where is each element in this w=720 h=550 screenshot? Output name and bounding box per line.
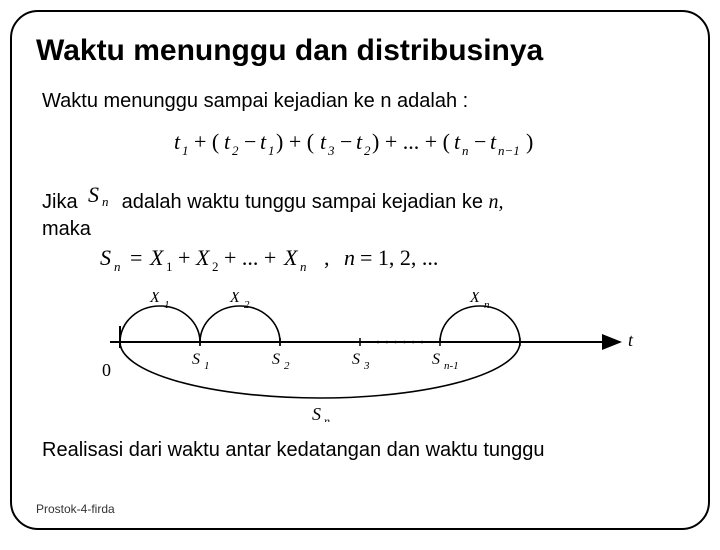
svg-text:3: 3 (327, 143, 335, 158)
jika-n: n, (489, 191, 504, 213)
svg-text:n−1: n−1 (498, 143, 520, 158)
svg-text:= 1, 2, ...: = 1, 2, ... (360, 245, 438, 270)
svg-text:n: n (344, 245, 355, 270)
maka-text: maka (42, 218, 684, 241)
svg-text:n: n (484, 299, 490, 311)
svg-text:X: X (469, 292, 481, 306)
svg-text:t: t (490, 129, 497, 154)
formula-1: t1 + ( t2 − t1 ) + ( t3 − t2 ) + ... + (… (36, 127, 684, 166)
svg-text:n: n (102, 194, 109, 208)
svg-text:t: t (224, 129, 231, 154)
svg-text:1: 1 (164, 299, 170, 311)
svg-text:) + ... + (: ) + ... + ( (372, 129, 450, 154)
formula-1-svg: t1 + ( t2 − t1 ) + ( t3 − t2 ) + ... + (… (170, 127, 550, 161)
svg-text:n: n (114, 259, 121, 274)
svg-text:n-1: n-1 (444, 360, 459, 372)
svg-text:t: t (320, 129, 327, 154)
svg-text:S: S (312, 404, 321, 422)
svg-text:S: S (432, 351, 440, 368)
svg-text:n: n (300, 259, 307, 274)
svg-text:+ ... +: + ... + (224, 245, 276, 270)
svg-text:): ) (526, 129, 533, 154)
svg-text:−: − (244, 129, 256, 154)
svg-text:3: 3 (363, 360, 370, 372)
svg-text:X: X (283, 245, 299, 270)
svg-text:X: X (149, 245, 165, 270)
svg-text:S: S (352, 351, 360, 368)
svg-text:X: X (149, 292, 161, 306)
svg-text:,: , (324, 245, 330, 270)
svg-text:X: X (195, 245, 211, 270)
svg-text:1: 1 (268, 143, 275, 158)
svg-text:−: − (340, 129, 352, 154)
diagram-caption: Realisasi dari waktu antar kedatangan da… (42, 439, 684, 462)
timeline-diagram: 0tX1X2XnS1S2S3Sn-1Sn (36, 292, 684, 427)
svg-text:n: n (462, 143, 469, 158)
svg-text:1: 1 (166, 259, 173, 274)
formula-2: Sn = X1 + X2 + ... + Xn , n = 1, 2, ... (96, 243, 684, 282)
svg-text:1: 1 (182, 143, 189, 158)
svg-text:+: + (178, 245, 190, 270)
jika-prefix: Jika (42, 191, 78, 214)
svg-text:t: t (356, 129, 363, 154)
svg-text:t: t (628, 330, 634, 350)
svg-text:2: 2 (232, 143, 239, 158)
svg-text:2: 2 (212, 259, 219, 274)
jika-line: Jika S n adalah waktu tunggu sampai keja… (42, 184, 684, 214)
svg-text:t: t (260, 129, 267, 154)
timeline-svg: 0tX1X2XnS1S2S3Sn-1Sn (80, 292, 640, 422)
svg-text:) + (: ) + ( (276, 129, 314, 154)
svg-text:−: − (474, 129, 486, 154)
svg-text:2: 2 (244, 299, 250, 311)
svg-text:S: S (192, 351, 200, 368)
svg-text:S: S (100, 245, 111, 270)
sn-symbol: S n (86, 184, 114, 214)
svg-text:X: X (229, 292, 241, 306)
formula-2-svg: Sn = X1 + X2 + ... + Xn , n = 1, 2, ... (96, 243, 516, 277)
slide-footer: Prostok-4-firda (36, 502, 115, 516)
svg-text:t: t (174, 129, 181, 154)
svg-text:t: t (454, 129, 461, 154)
slide-frame: Waktu menunggu dan distribusinya Waktu m… (10, 10, 710, 530)
slide-title: Waktu menunggu dan distribusinya (36, 34, 684, 68)
svg-text:S: S (88, 184, 99, 207)
svg-text:=: = (130, 245, 142, 270)
svg-text:n: n (324, 414, 330, 422)
svg-text:+ (: + ( (194, 129, 219, 154)
svg-text:S: S (272, 351, 280, 368)
svg-text:2: 2 (364, 143, 371, 158)
svg-text:0: 0 (102, 360, 111, 380)
svg-text:2: 2 (284, 360, 290, 372)
jika-text: adalah waktu tunggu sampai kejadian ke (122, 191, 489, 213)
svg-text:1: 1 (204, 360, 210, 372)
paragraph-1: Waktu menunggu sampai kejadian ke n adal… (42, 90, 684, 113)
